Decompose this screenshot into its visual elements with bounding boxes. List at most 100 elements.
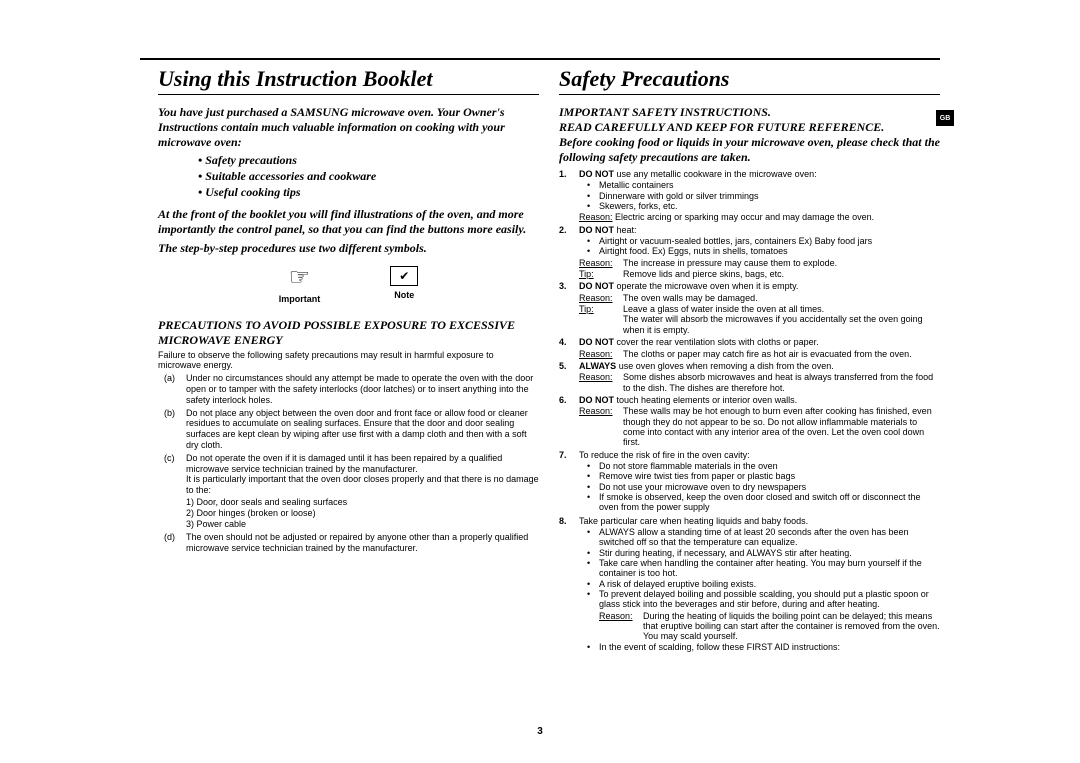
lead-rest: cover the rear ventilation slots with cl…: [614, 337, 819, 347]
bullet-item: Airtight or vacuum-sealed bottles, jars,…: [587, 236, 940, 246]
list-content: Take particular care when heating liquid…: [579, 516, 940, 653]
list-item: 3. DO NOT operate the microwave oven whe…: [559, 281, 940, 335]
list-marker: 3.: [559, 281, 573, 335]
list-item: 1. DO NOT use any metallic cookware in t…: [559, 169, 940, 223]
list-content: ALWAYS use oven gloves when removing a d…: [579, 361, 940, 393]
list-item: (c) Do not operate the oven if it is dam…: [164, 453, 539, 531]
lead-bold: DO NOT: [579, 169, 614, 179]
list-text: The oven should not be adjusted or repai…: [186, 532, 539, 554]
list-item: 5. ALWAYS use oven gloves when removing …: [559, 361, 940, 393]
list-item: (a) Under no circumstances should any at…: [164, 373, 539, 405]
list-marker: 7.: [559, 450, 573, 514]
list-item: (b) Do not place any object between the …: [164, 408, 539, 451]
list-marker: (b): [164, 408, 180, 451]
nested-item: 2) Door hinges (broken or loose): [186, 508, 539, 519]
list-marker: 4.: [559, 337, 573, 359]
note-label: Note: [394, 290, 414, 300]
left-bullet: Safety precautions: [198, 152, 539, 168]
list-text: Do not operate the oven if it is damaged…: [186, 453, 539, 531]
inner-bullets: ALWAYS allow a standing time of at least…: [579, 527, 940, 652]
list-marker: (a): [164, 373, 180, 405]
list-text-tail: It is particularly important that the ov…: [186, 474, 539, 495]
list-item: 2. DO NOT heat: Airtight or vacuum-seale…: [559, 225, 940, 280]
list-marker: (c): [164, 453, 180, 531]
note-symbol: ✔ Note: [390, 266, 418, 304]
left-bullet: Suitable accessories and cookware: [198, 168, 539, 184]
reason-val: The oven walls may be damaged.: [623, 293, 940, 303]
right-heading: Safety Precautions: [559, 66, 940, 95]
reason-key: Reason:: [599, 611, 639, 642]
important-symbol: ☞ Important: [279, 266, 321, 304]
reason-val: The cloths or paper may catch fire as ho…: [623, 349, 940, 359]
bullet-item: Skewers, forks, etc.: [587, 201, 940, 211]
reason-key: Reason:: [579, 372, 619, 393]
list-marker: (d): [164, 532, 180, 554]
bullet-item: Remove wire twist ties from paper or pla…: [587, 471, 940, 481]
list-marker: 5.: [559, 361, 573, 393]
top-rule: [140, 58, 940, 60]
left-bullet-list: Safety precautions Suitable accessories …: [158, 152, 539, 201]
lead-bold: DO NOT: [579, 337, 614, 347]
lead-rest: heat:: [614, 225, 637, 235]
list-item: 6. DO NOT touch heating elements or inte…: [559, 395, 940, 448]
list-text-main: Do not operate the oven if it is damaged…: [186, 453, 502, 474]
tip-val: Leave a glass of water inside the oven a…: [623, 304, 940, 335]
reason-val: Some dishes absorb microwaves and heat i…: [623, 372, 940, 393]
lead-bold: ALWAYS: [579, 361, 616, 371]
tip-key: Tip:: [579, 304, 619, 335]
list-text: Do not place any object between the oven…: [186, 408, 539, 451]
tip-key: Tip:: [579, 269, 619, 279]
nested-item: 1) Door, door seals and sealing surfaces: [186, 497, 539, 508]
bullet-item: Dinnerware with gold or silver trimmings: [587, 191, 940, 201]
right-intro: Before cooking food or liquids in your m…: [559, 135, 940, 165]
bullet-item: Take care when handling the container af…: [587, 558, 940, 579]
list-content: DO NOT use any metallic cookware in the …: [579, 169, 940, 223]
list-content: DO NOT heat: Airtight or vacuum-sealed b…: [579, 225, 940, 280]
list-item: 4. DO NOT cover the rear ventilation slo…: [559, 337, 940, 359]
left-intro-1: You have just purchased a SAMSUNG microw…: [158, 105, 539, 150]
numbered-list: 1. DO NOT use any metallic cookware in t…: [559, 169, 940, 653]
list-marker: 2.: [559, 225, 573, 280]
document-page: Using this Instruction Booklet You have …: [0, 0, 1080, 675]
lead-text: To reduce the risk of fire in the oven c…: [579, 450, 750, 460]
lead-bold: DO NOT: [579, 395, 614, 405]
bullet-item: Metallic containers: [587, 180, 940, 190]
list-content: DO NOT touch heating elements or interio…: [579, 395, 940, 448]
page-number: 3: [0, 726, 1080, 737]
nested-item: 3) Power cable: [186, 519, 539, 530]
reason-key: Reason:: [579, 293, 619, 303]
list-marker: 8.: [559, 516, 573, 653]
reason-key: Reason:: [579, 258, 619, 268]
list-item: 8. Take particular care when heating liq…: [559, 516, 940, 653]
symbol-legend: ☞ Important ✔ Note: [158, 266, 539, 304]
left-heading: Using this Instruction Booklet: [158, 66, 539, 95]
reason-val: These walls may be hot enough to burn ev…: [623, 406, 940, 447]
bullet-item: Airtight food. Ex) Eggs, nuts in shells,…: [587, 246, 940, 256]
bullet-item: Stir during heating, if necessary, and A…: [587, 548, 940, 558]
list-item: 7. To reduce the risk of fire in the ove…: [559, 450, 940, 514]
list-marker: 6.: [559, 395, 573, 448]
lead-bold: DO NOT: [579, 281, 614, 291]
hand-icon: ☞: [289, 266, 311, 290]
right-head1: IMPORTANT SAFETY INSTRUCTIONS.: [559, 105, 940, 120]
reason-key: Reason:: [579, 349, 619, 359]
lead-rest: operate the microwave oven when it is em…: [614, 281, 798, 291]
tip-val: Remove lids and pierce skins, bags, etc.: [623, 269, 940, 279]
lead-bold: DO NOT: [579, 225, 614, 235]
bullet-item: To prevent delayed boiling and possible …: [587, 589, 940, 642]
reason-val: Electric arcing or sparking may occur an…: [615, 212, 874, 222]
lead-rest: use oven gloves when removing a dish fro…: [616, 361, 834, 371]
inner-bullets: Airtight or vacuum-sealed bottles, jars,…: [579, 236, 940, 257]
left-column: Using this Instruction Booklet You have …: [140, 66, 541, 655]
bullet-item: ALWAYS allow a standing time of at least…: [587, 527, 940, 548]
bullet-item: Do not use your microwave oven to dry ne…: [587, 482, 940, 492]
precautions-subhead: PRECAUTIONS TO AVOID POSSIBLE EXPOSURE T…: [158, 318, 539, 348]
bullet-item: In the event of scalding, follow these F…: [587, 642, 940, 652]
list-item: (d) The oven should not be adjusted or r…: [164, 532, 539, 554]
reason-val: During the heating of liquids the boilin…: [643, 611, 940, 642]
lead-rest: touch heating elements or interior oven …: [614, 395, 797, 405]
nested-list: 1) Door, door seals and sealing surfaces…: [186, 497, 539, 529]
two-column-layout: Using this Instruction Booklet You have …: [140, 66, 940, 655]
list-content: To reduce the risk of fire in the oven c…: [579, 450, 940, 514]
right-head2: READ CAREFULLY AND KEEP FOR FUTURE REFER…: [559, 120, 940, 135]
